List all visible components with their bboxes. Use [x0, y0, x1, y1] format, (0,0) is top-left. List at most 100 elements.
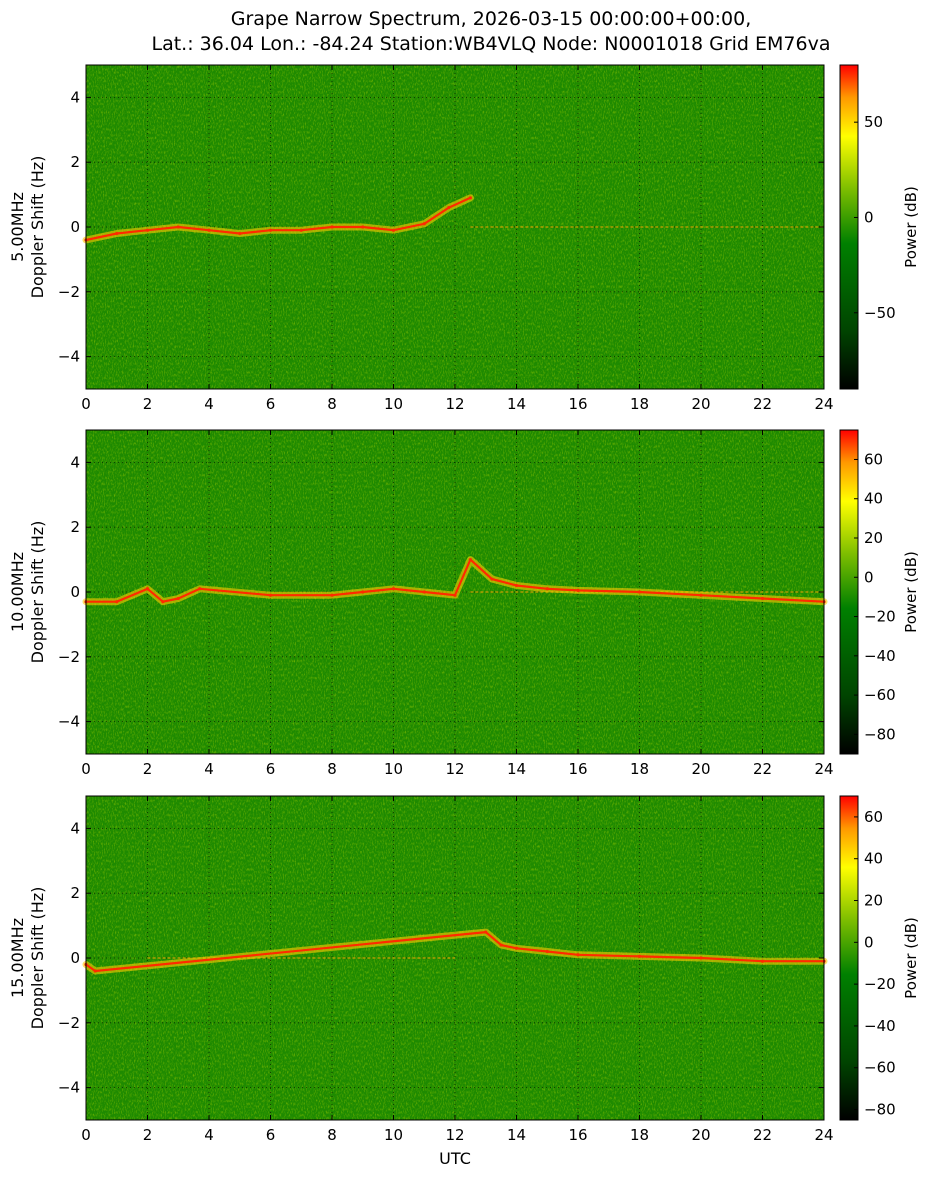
colorbar: [839, 795, 859, 1121]
x-tick-label: 12: [445, 395, 464, 413]
x-tick-label: 10: [384, 760, 403, 778]
x-tick-label: 0: [81, 760, 91, 778]
y-tick-label: 0: [70, 949, 80, 967]
doppler-point: [176, 225, 180, 229]
doppler-point: [490, 577, 494, 581]
doppler-point: [514, 583, 519, 588]
doppler-point: [361, 225, 365, 229]
x-tick-label: 18: [630, 760, 649, 778]
x-tick-label: 22: [753, 1126, 772, 1144]
doppler-point: [330, 593, 334, 597]
x-tick-label: 16: [568, 395, 587, 413]
x-tick-label: 20: [691, 395, 710, 413]
colorbar-tick-label: 20: [864, 529, 883, 547]
colorbar: [839, 429, 859, 755]
colorbar-tick-label: 60: [864, 450, 883, 468]
colorbar-label: Power (dB): [902, 917, 920, 999]
y-axis-label: Doppler Shift (Hz): [28, 887, 47, 1030]
x-tick-label: 8: [327, 760, 337, 778]
x-tick-label: 2: [143, 395, 153, 413]
x-tick-label: 8: [327, 395, 337, 413]
doppler-point: [145, 228, 150, 232]
doppler-point: [145, 587, 150, 591]
doppler-point: [115, 231, 119, 236]
x-tick-label: 0: [81, 395, 91, 413]
doppler-point: [176, 596, 180, 601]
colorbar-tick-label: 40: [864, 850, 883, 868]
doppler-point: [760, 596, 765, 601]
y-tick-label: 2: [70, 153, 80, 171]
y-tick-label: 2: [70, 884, 80, 902]
x-tick-label: 16: [568, 760, 587, 778]
y-tick-label: 0: [70, 218, 80, 236]
colorbar-tick-label: 40: [864, 490, 883, 508]
doppler-point: [93, 969, 97, 973]
doppler-point: [422, 590, 426, 594]
doppler-trace: [84, 196, 472, 242]
x-tick-label: 4: [204, 1126, 214, 1144]
doppler-point: [268, 593, 273, 597]
x-tick-label: 22: [753, 760, 772, 778]
x-tick-label: 22: [753, 395, 772, 413]
colorbar-tick-label: −60: [864, 686, 896, 704]
x-tick-label: 24: [814, 395, 833, 413]
y-tick-label: 4: [70, 819, 80, 837]
doppler-point: [545, 949, 549, 954]
doppler-point: [161, 600, 165, 604]
x-tick-label: 18: [630, 395, 649, 413]
doppler-point: [361, 590, 365, 594]
x-tick-label: 8: [327, 1126, 337, 1144]
doppler-point: [422, 222, 426, 226]
doppler-point: [330, 225, 334, 229]
doppler-point: [637, 590, 642, 594]
colorbar-tick-label: 0: [864, 568, 874, 586]
x-tick-label: 16: [568, 1126, 587, 1144]
y-tick-label: −2: [58, 1014, 80, 1032]
colorbar-tick-label: −40: [864, 1017, 896, 1035]
doppler-point: [514, 946, 519, 950]
x-tick-label: 12: [445, 760, 464, 778]
doppler-point: [391, 228, 396, 232]
x-tick-label: 10: [384, 1126, 403, 1144]
chart-subtitle: Lat.: 36.04 Lon.: -84.24 Station:WB4VLQ …: [152, 33, 831, 55]
doppler-point: [268, 228, 273, 232]
x-axis-label: UTC: [439, 1149, 471, 1168]
y-tick-label: 0: [70, 583, 80, 601]
colorbar-tick-label: −40: [864, 647, 896, 665]
doppler-point: [207, 228, 211, 232]
doppler-point: [576, 588, 580, 592]
doppler-point: [115, 600, 119, 604]
x-tick-label: 14: [507, 395, 526, 413]
y-tick-label: −2: [58, 648, 80, 666]
colorbar-tick-label: −20: [864, 608, 896, 626]
x-tick-label: 6: [266, 1126, 276, 1144]
y-tick-label: −4: [58, 1079, 80, 1097]
y-tick-label: 4: [70, 88, 80, 106]
doppler-point: [484, 930, 488, 934]
x-tick-label: 4: [204, 395, 214, 413]
doppler-point: [699, 593, 703, 597]
x-tick-label: 14: [507, 760, 526, 778]
x-tick-label: 20: [691, 760, 710, 778]
doppler-point: [468, 196, 472, 200]
y-tick-label: −4: [58, 713, 80, 731]
y-tick-label: −4: [58, 348, 80, 366]
doppler-point: [391, 587, 396, 591]
colorbar-label: Power (dB): [902, 186, 920, 268]
y-axis-frequency-label: 10.00MHz: [8, 552, 27, 632]
colorbar-tick-label: −80: [864, 725, 896, 743]
colorbar-tick-label: 50: [864, 113, 883, 131]
doppler-point: [576, 953, 580, 957]
x-tick-label: 6: [266, 760, 276, 778]
doppler-point: [198, 587, 202, 591]
colorbar-tick-label: −20: [864, 975, 896, 993]
x-tick-label: 14: [507, 1126, 526, 1144]
doppler-point: [453, 593, 457, 597]
x-tick-label: 24: [814, 1126, 833, 1144]
y-axis-frequency-label: 15.00MHz: [8, 918, 27, 998]
doppler-point: [238, 231, 242, 236]
colorbar: [839, 64, 859, 390]
